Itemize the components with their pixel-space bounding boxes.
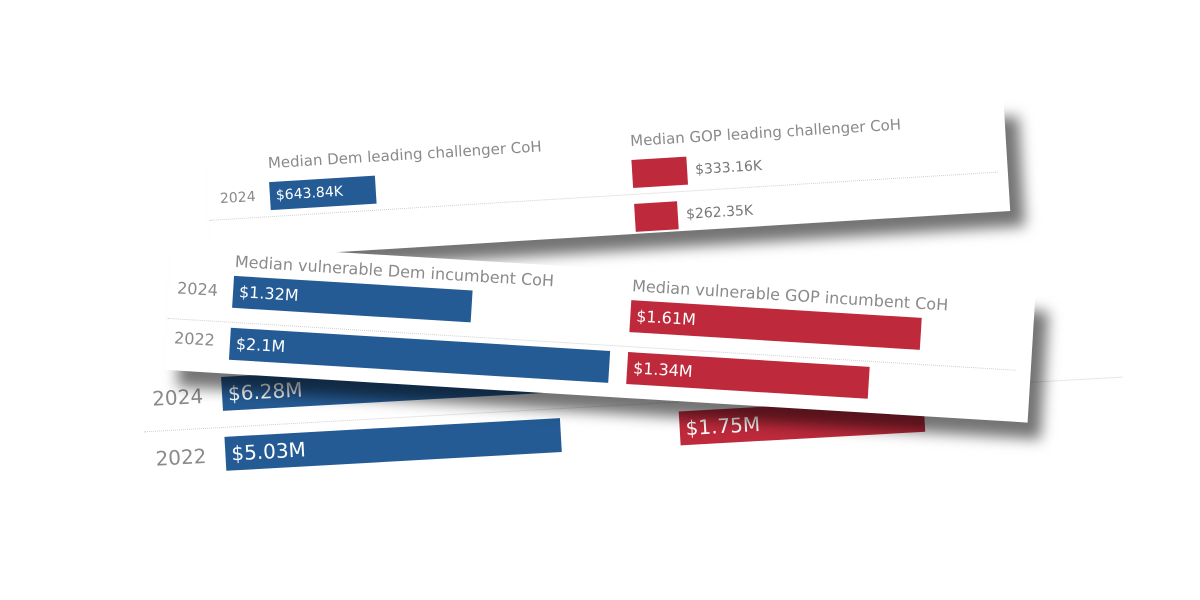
- bar-dem-2022: [228, 327, 611, 383]
- year-label: 2024: [151, 383, 204, 411]
- chart-card-challengers: Median Dem leading challenger CoH Median…: [205, 101, 1011, 260]
- year-label: 2022: [154, 443, 208, 471]
- panel-title-gop: Median GOP leading challenger CoH: [629, 115, 902, 151]
- bar-value-label: $1.32M: [238, 282, 300, 305]
- bar-value-label: $1.34M: [632, 358, 694, 382]
- year-label: 2022: [173, 328, 216, 350]
- bar-value-label: $1.61M: [635, 306, 697, 330]
- year-label: 2024: [176, 278, 219, 300]
- bar-gop-2022: [634, 201, 680, 232]
- panel-title-dem: Median Dem leading challenger CoH: [267, 137, 543, 173]
- bar-value-label: $1.75M: [684, 411, 761, 441]
- bar-value-label: $6.28M: [227, 377, 304, 406]
- bar-value-label: $5.03M: [230, 437, 307, 466]
- bar-value-label: $333.16K: [694, 158, 763, 179]
- bar-value-label: $2.1M: [235, 334, 286, 357]
- bar-value-label: $262.35K: [685, 202, 754, 223]
- bar-gop-2024: [631, 156, 688, 188]
- bar-value-label: $643.84K: [275, 183, 344, 204]
- year-label: 2024: [219, 189, 257, 208]
